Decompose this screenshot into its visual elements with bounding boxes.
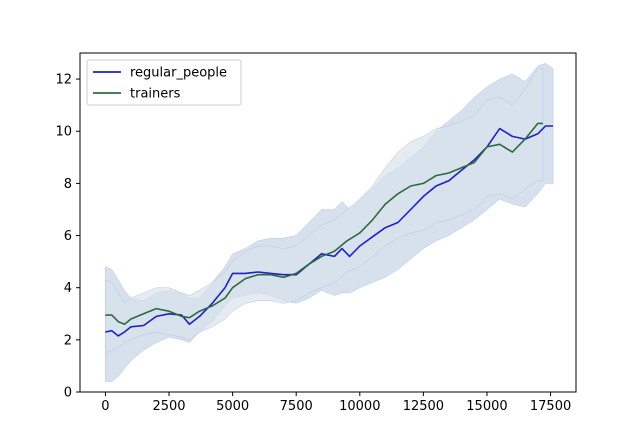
series-line-regular_people (105, 125, 554, 337)
y-axis: 0 2 4 6 8 10 12 (55, 73, 80, 401)
series-line-trainers (105, 122, 543, 326)
band-trainers (105, 68, 544, 354)
x-axis: 0 2500 5000 7500 10000 12500 15000 17500 (101, 392, 571, 414)
legend-box (86, 59, 242, 106)
x-tick-label: 5000 (216, 399, 249, 414)
y-tick-label: 2 (64, 333, 72, 348)
legend-label-regular_people: regular_people (130, 66, 227, 81)
legend-label-trainers: trainers (130, 87, 181, 102)
series-lines (105, 122, 554, 337)
y-tick-label: 4 (64, 281, 72, 296)
x-tick-label: 0 (101, 399, 109, 414)
x-tick-label: 7500 (280, 399, 313, 414)
y-tick-label: 6 (64, 229, 72, 244)
x-tick-label: 12500 (403, 399, 444, 414)
x-tick-label: 15000 (466, 399, 507, 414)
y-tick-label: 12 (55, 73, 72, 88)
y-tick-label: 0 (64, 386, 72, 401)
x-tick-label: 17500 (530, 399, 571, 414)
legend: regular_people trainers (86, 59, 242, 106)
x-tick-label: 10000 (339, 399, 380, 414)
y-tick-label: 8 (64, 177, 72, 192)
plot-frame (79, 52, 577, 393)
y-tick-label: 10 (55, 125, 72, 140)
x-tick-label: 2500 (152, 399, 185, 414)
